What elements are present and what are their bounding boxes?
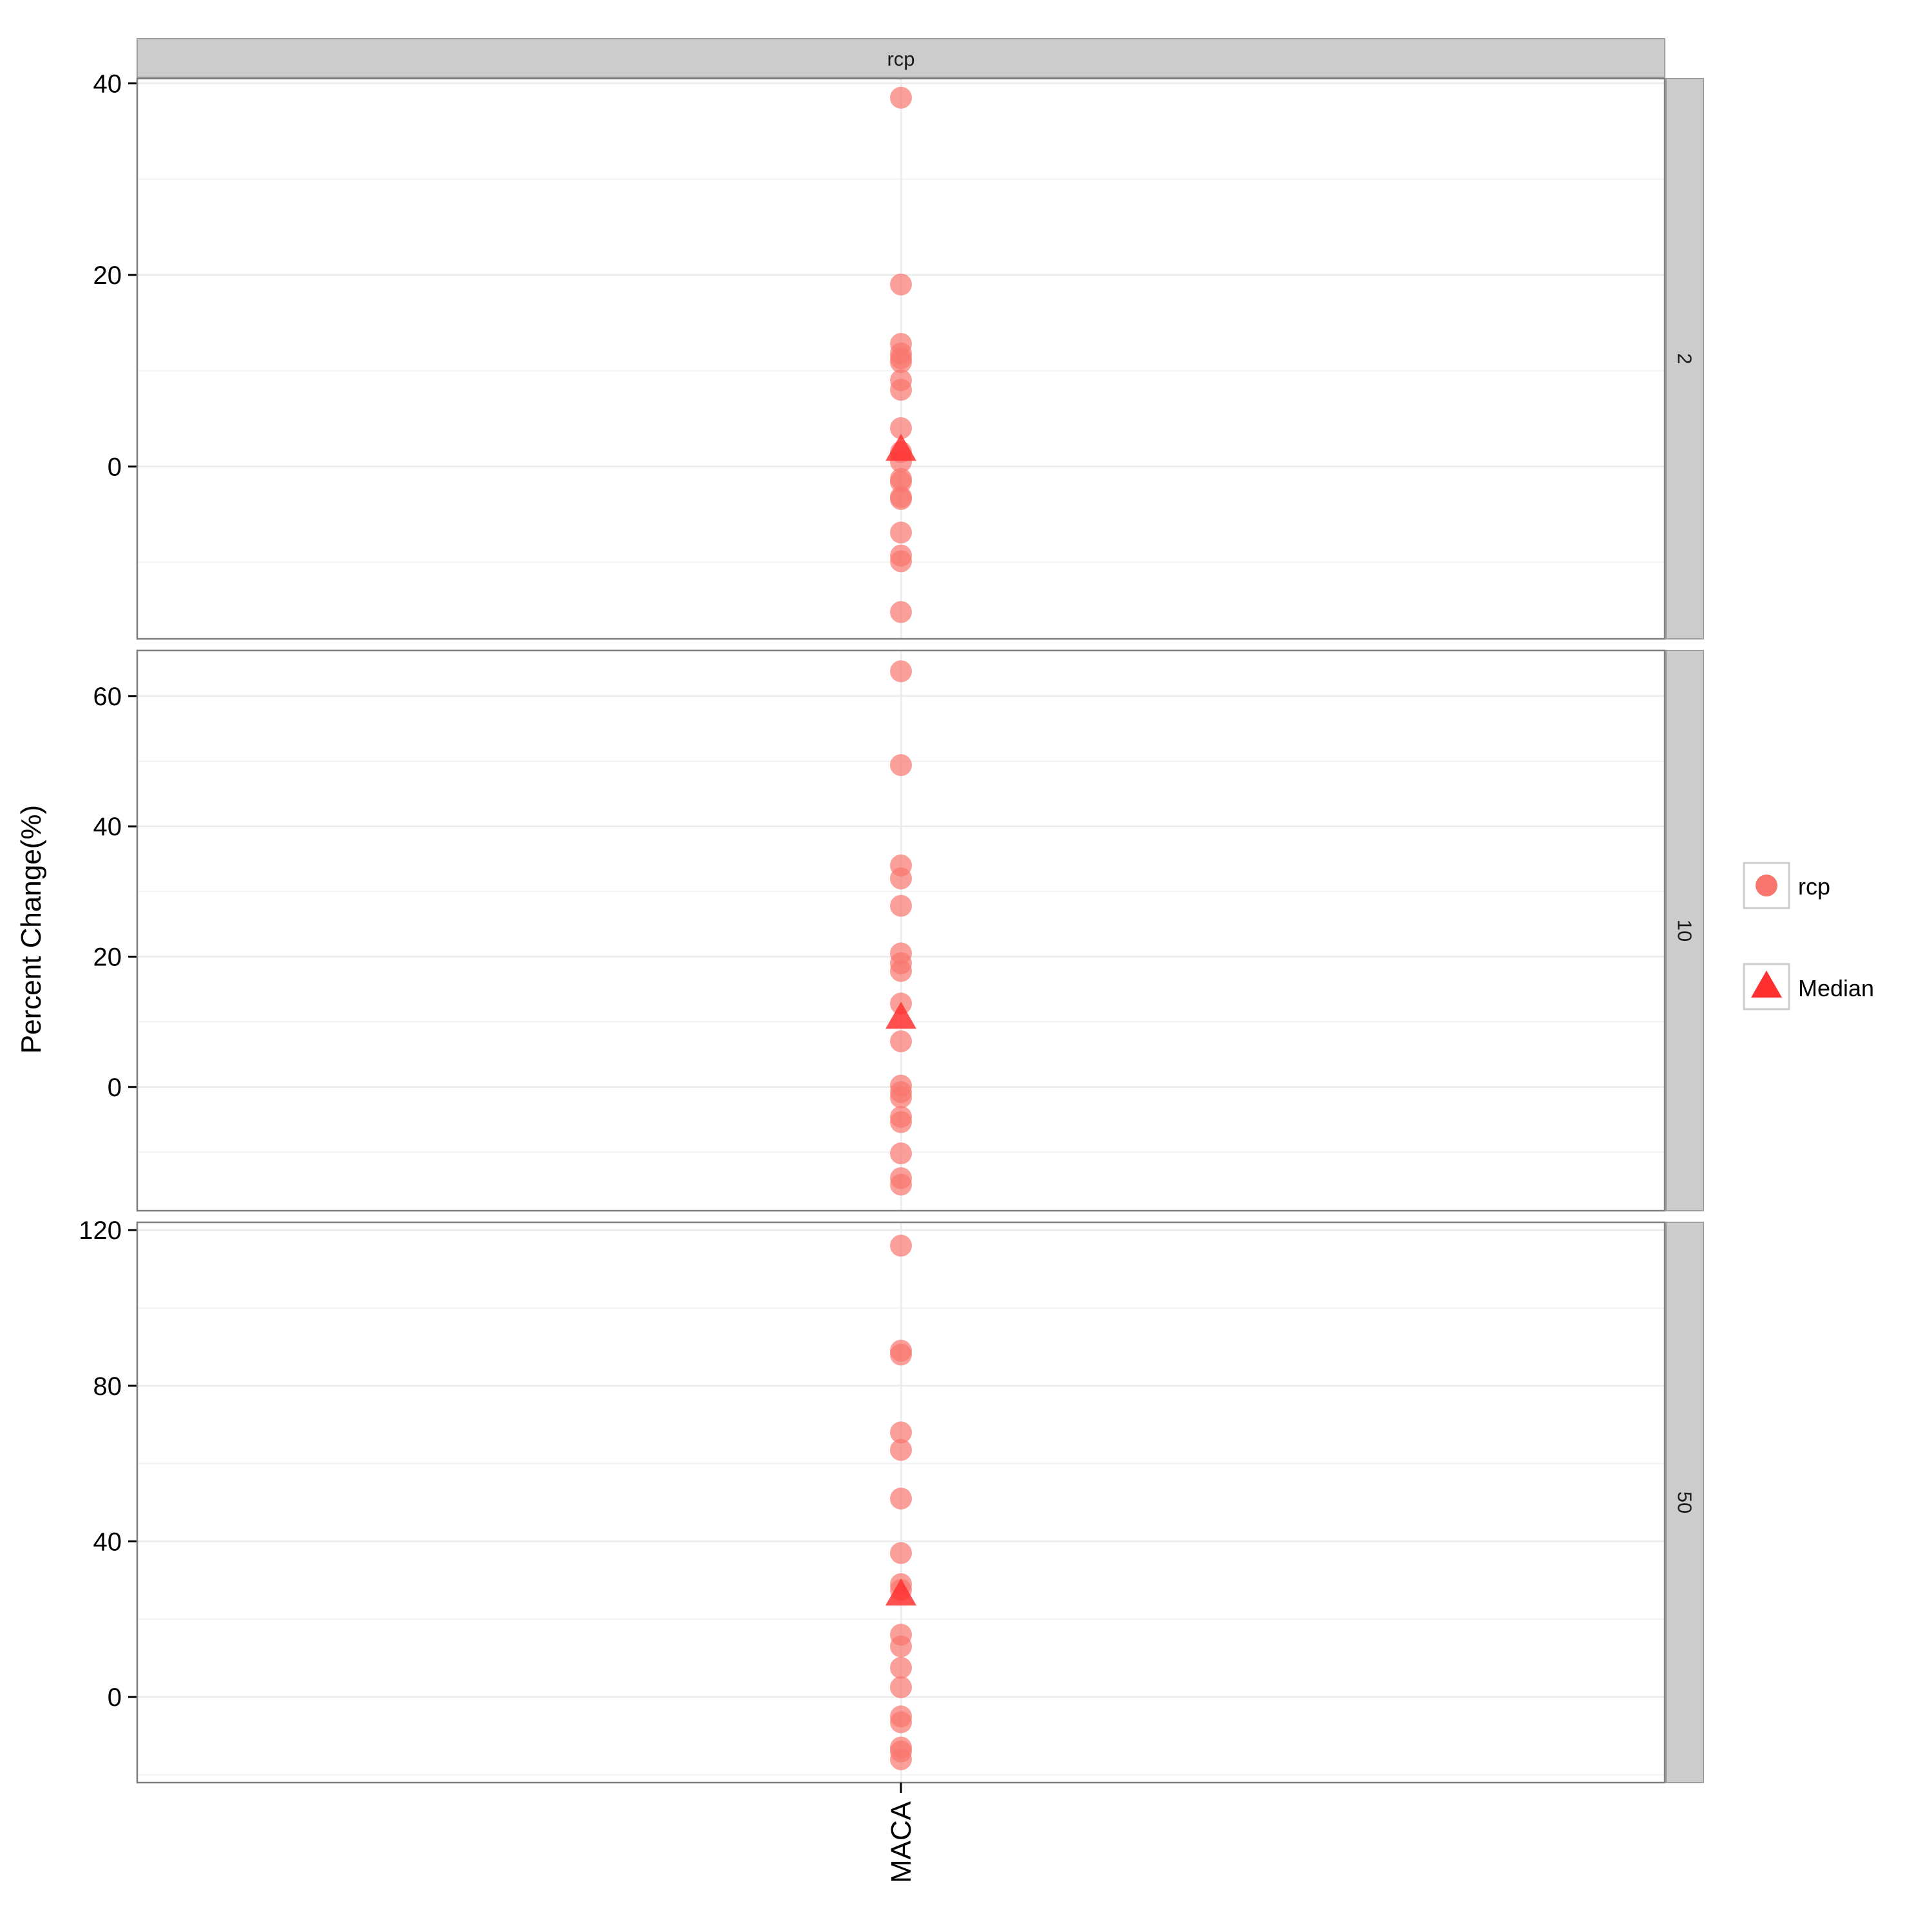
y-axis-title: Percent Change(%) [15,805,47,1054]
y-tick-label: 120 [79,1217,122,1245]
x-tick-label-maca: MACA [886,1801,917,1883]
legend: rcp Median [1743,862,1874,1010]
data-point [890,379,912,401]
data-point [890,1111,912,1133]
median-marker [886,433,916,461]
legend-label-median: Median [1798,975,1874,1001]
median-marker [886,1578,916,1605]
top-strip-box [137,38,1665,78]
legend-triangle-icon [1751,971,1782,998]
y-tick-label: 80 [93,1372,122,1401]
data-point [890,1635,912,1658]
y-tick-label: 40 [93,1528,122,1556]
panel-2: 0 20 40 2 [93,70,1704,640]
data-point [890,521,912,544]
data-point [890,754,912,777]
median-marker [886,1001,916,1029]
top-strip: rcp [137,38,1665,78]
right-strip-label: 50 [1674,1492,1696,1513]
data-point [890,351,912,374]
data-point [890,1030,912,1052]
data-point [890,1235,912,1257]
y-tick-label: 0 [108,1683,122,1712]
data-point [890,1711,912,1734]
data-point [890,417,912,439]
right-strip-label: 2 [1674,353,1696,364]
y-tick-label: 40 [93,813,122,841]
y-tick-label: 40 [93,70,122,98]
y-tick-label: 60 [93,683,122,711]
data-point [890,1487,912,1510]
data-point [890,1421,912,1444]
data-point [890,960,912,982]
data-point [890,1542,912,1564]
data-point [890,1142,912,1164]
data-point [890,1676,912,1698]
data-point [890,601,912,623]
data-point [890,471,912,493]
panel-border [136,77,1666,640]
data-point [890,488,912,510]
panel-50: 0 40 80 120 50 [79,1217,1704,1784]
top-strip-label: rcp [887,48,914,70]
data-point [890,1173,912,1196]
right-strip [1665,78,1704,639]
legend-circle-icon [1756,875,1777,896]
data-point [890,273,912,296]
y-tick-label: 20 [93,943,122,971]
y-tick-label: 0 [108,1074,122,1102]
data-point [890,86,912,109]
data-point [890,1439,912,1461]
right-strip [1665,650,1704,1211]
right-strip-label: 10 [1674,920,1696,942]
data-point [890,867,912,890]
data-point [890,1748,912,1770]
data-point [890,550,912,573]
panel-border [136,649,1666,1212]
x-axis: MACA [886,1783,917,1883]
legend-label-rcp: rcp [1798,873,1830,900]
y-tick-label: 0 [108,453,122,481]
data-point [890,660,912,683]
data-point [890,1086,912,1108]
data-point [890,895,912,917]
y-tick-label: 20 [93,261,122,290]
data-point [890,1343,912,1366]
right-strip [1665,1222,1704,1783]
panel-10: 0 20 40 60 10 [93,649,1704,1212]
data-point [890,1656,912,1679]
